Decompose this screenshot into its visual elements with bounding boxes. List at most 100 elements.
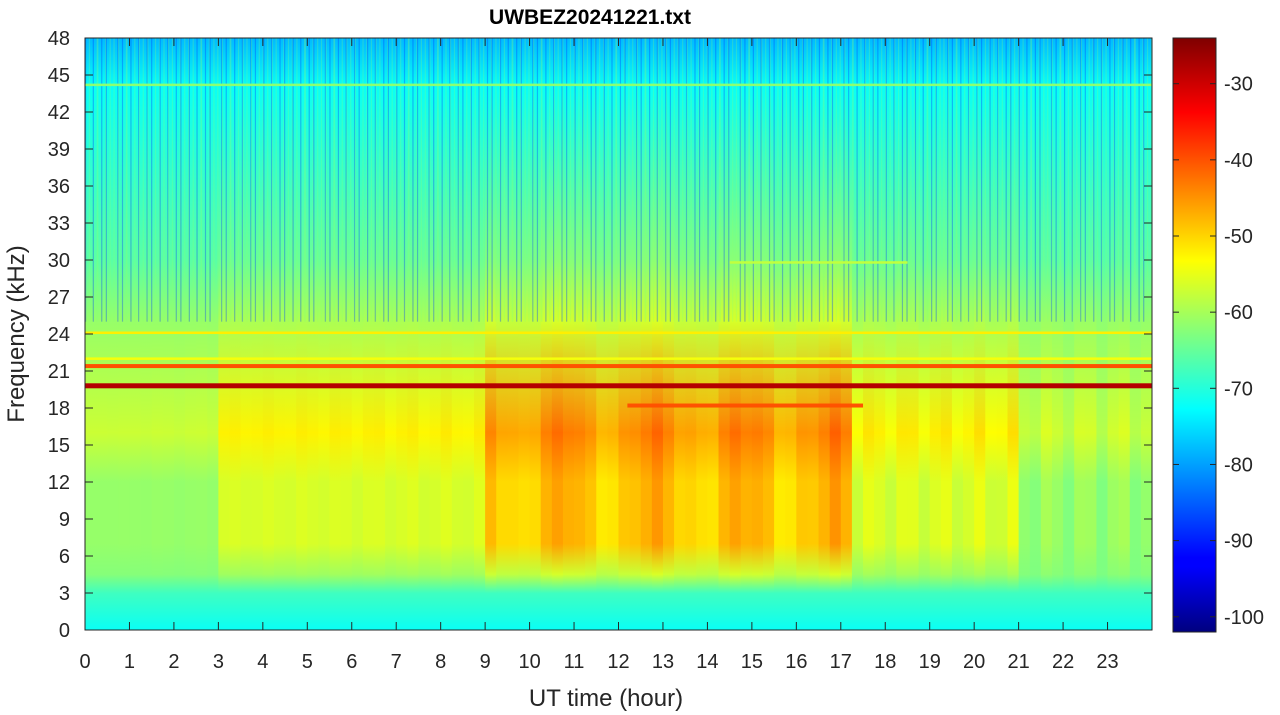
heatmap-stripe <box>175 38 177 322</box>
heatmap-stripe <box>283 38 285 322</box>
heatmap-stripe <box>815 38 817 322</box>
heatmap-stripe <box>943 38 945 322</box>
heatmap-stripe <box>254 38 257 322</box>
heatmap-stripe <box>130 38 132 322</box>
heatmap-stripe <box>88 38 91 322</box>
heatmap-stripe <box>375 38 377 322</box>
heatmap-stripe <box>208 38 210 322</box>
heatmap-stripe <box>806 38 808 322</box>
heatmap-stripe <box>860 38 862 322</box>
heatmap-stripe <box>528 38 530 322</box>
heatmap-stripe <box>312 38 314 322</box>
heatmap-stripe <box>1063 38 1066 322</box>
colorbar-tick-label: -30 <box>1224 74 1253 96</box>
x-axis: 0 1 2 3 4 5 6 7 8 9 10 11 12 13 14 15 16 17 18 19 20 21 22 23 <box>79 38 1119 673</box>
heatmap-stripe <box>823 38 825 322</box>
heatmap-stripe <box>777 38 779 322</box>
heatmap-stripe <box>864 38 866 322</box>
heatmap-stripe <box>147 38 149 322</box>
heatmap-stripe <box>333 38 336 322</box>
heatmap-stripe <box>794 38 796 322</box>
heatmap-stripe <box>951 38 953 322</box>
heatmap-stripe <box>678 38 680 322</box>
heatmap-stripe <box>167 38 170 322</box>
heatmap-stripe <box>362 38 364 322</box>
heatmap-stripe <box>768 38 771 322</box>
heatmap-stripe <box>519 38 522 322</box>
heatmap-stripe <box>101 38 103 322</box>
heatmap-stripe <box>818 38 821 322</box>
heatmap-stripe <box>117 38 119 322</box>
heatmap-stripe <box>429 38 431 322</box>
heatmap-stripe <box>209 38 211 322</box>
heatmap-stripe <box>1105 38 1107 322</box>
heatmap-stripe <box>450 38 452 322</box>
heatmap-stripe <box>1039 38 1041 322</box>
heatmap-stripe <box>1142 38 1144 322</box>
heatmap-stripe <box>200 38 202 322</box>
heatmap-stripe <box>241 38 243 322</box>
heatmap-stripe <box>225 38 227 322</box>
heatmap-stripe <box>1018 38 1020 322</box>
heatmap-stripe <box>848 38 850 322</box>
heatmap-stripe <box>1126 38 1128 322</box>
frequency-band <box>85 357 1152 360</box>
y-tick-label: 45 <box>48 65 70 87</box>
heatmap-stripe <box>213 38 215 322</box>
heatmap-stripe <box>1059 38 1061 322</box>
heatmap-stripe <box>602 38 605 322</box>
heatmap-stripe <box>553 38 555 322</box>
heatmap-stripe <box>536 38 539 322</box>
heatmap-stripe <box>756 38 758 322</box>
heatmap-stripe <box>744 38 746 322</box>
heatmap-stripe <box>964 38 966 322</box>
heatmap-stripe <box>270 38 273 322</box>
heatmap-stripe <box>822 38 824 322</box>
heatmap-stripe <box>894 38 896 322</box>
heatmap-stripe <box>146 38 148 322</box>
heatmap-stripe <box>246 38 248 322</box>
heatmap-stripe <box>1060 38 1062 322</box>
heatmap-stripe <box>980 38 983 322</box>
heatmap-stripe <box>1047 38 1049 322</box>
y-tick-label: 39 <box>48 139 70 161</box>
heatmap-stripe <box>989 38 991 322</box>
heatmap-stripe <box>835 38 837 322</box>
heatmap-stripe <box>864 38 867 322</box>
heatmap-stripe <box>433 38 435 322</box>
heatmap-stripe <box>495 38 497 322</box>
colorbar-tick-label: -80 <box>1224 454 1253 476</box>
heatmap-stripe <box>262 38 264 322</box>
heatmap-stripe <box>785 38 788 322</box>
x-axis-label: UT time (hour) <box>529 685 683 712</box>
heatmap-stripe <box>773 38 775 322</box>
heatmap-stripe <box>582 38 585 322</box>
y-tick-label: 15 <box>48 435 70 457</box>
heatmap-stripe <box>237 38 240 322</box>
heatmap-stripe <box>188 38 190 322</box>
x-tick-label: 17 <box>830 651 852 673</box>
heatmap-stripe <box>781 38 784 322</box>
heatmap-stripe <box>960 38 962 322</box>
heatmap-stripe <box>1005 38 1007 322</box>
heatmap-stripe <box>437 38 439 322</box>
heatmap-stripe <box>85 38 87 322</box>
heatmap-stripe <box>291 38 293 322</box>
heatmap-stripe <box>997 38 999 322</box>
heatmap-stripe <box>1055 38 1057 322</box>
heatmap-stripe <box>926 38 928 322</box>
colorbar-tick-label: -70 <box>1224 378 1253 400</box>
heatmap-stripe <box>396 38 398 322</box>
heatmap-stripe <box>698 38 700 322</box>
x-tick-label: 12 <box>607 651 629 673</box>
heatmap-stripe <box>839 38 841 322</box>
heatmap-stripe <box>914 38 917 322</box>
heatmap-stripe <box>635 38 638 322</box>
heatmap-stripe <box>541 38 543 322</box>
heatmap-stripe <box>345 38 347 322</box>
heatmap-stripe <box>976 38 978 322</box>
heatmap-stripe <box>374 38 376 322</box>
heatmap-time-stripes <box>85 38 1152 322</box>
y-tick-label: 27 <box>48 287 70 309</box>
heatmap-stripe <box>230 38 232 322</box>
